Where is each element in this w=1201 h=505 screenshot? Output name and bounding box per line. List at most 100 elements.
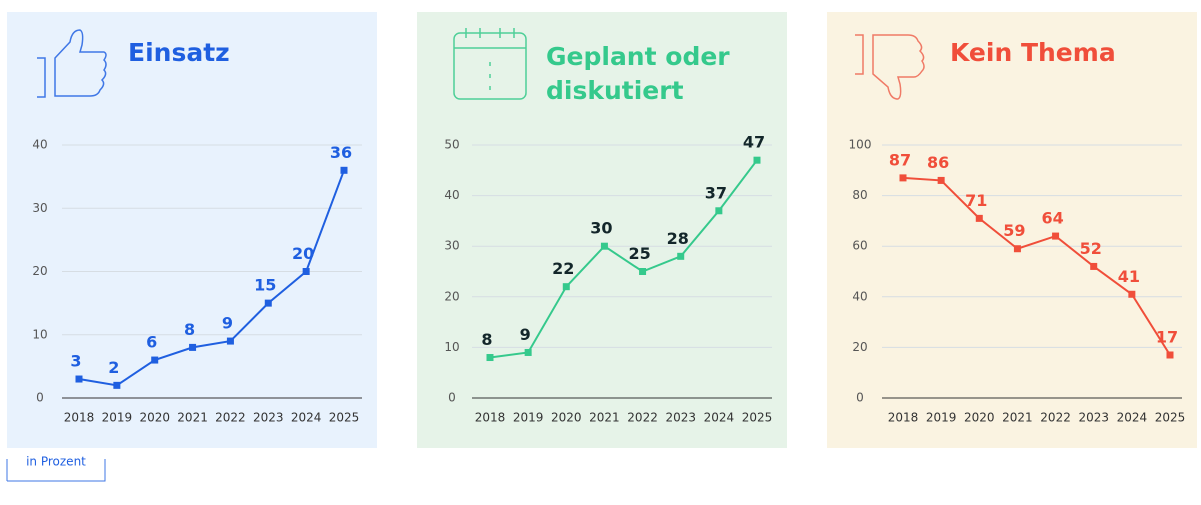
x-tick-label: 2020	[139, 411, 170, 425]
x-tick-label: 2021	[1002, 411, 1033, 425]
value-label: 17	[1156, 327, 1178, 346]
title-box: Kein Thema	[950, 38, 1116, 67]
x-tick-label: 2020	[551, 411, 582, 425]
y-tick-label: 40	[32, 138, 47, 152]
y-tick-label: 40	[444, 188, 459, 202]
line	[78, 169, 345, 387]
chart-title: Geplant oder diskutiert	[546, 42, 730, 105]
icon-calendar	[453, 28, 527, 100]
x-tick-label: 2018	[64, 411, 95, 425]
point	[264, 299, 272, 307]
point	[899, 174, 907, 182]
value-label: 71	[965, 191, 987, 210]
y-tick-label: 20	[444, 289, 459, 303]
x-tick-label: 2023	[1078, 411, 1109, 425]
point	[562, 283, 570, 291]
icon-thumbs-down	[855, 34, 925, 100]
value-label: 86	[927, 153, 949, 172]
icon-thumbs-up	[37, 29, 107, 98]
point	[226, 337, 234, 345]
value-label: 36	[330, 143, 352, 162]
x-tick-label: 2024	[704, 411, 735, 425]
point	[340, 166, 348, 174]
y-tick-label: 0	[448, 391, 456, 405]
y-tick-label: 30	[444, 239, 459, 253]
y-tick-label: 100	[849, 138, 872, 152]
value-label: 6	[146, 333, 157, 352]
chart-title: Kein Thema	[950, 38, 1116, 67]
x-tick-label: 2023	[665, 411, 696, 425]
point	[151, 356, 159, 364]
point	[1013, 245, 1021, 253]
x-tick-label: 2021	[177, 411, 208, 425]
x-tick-label: 2021	[589, 411, 620, 425]
value-label: 41	[1118, 267, 1140, 286]
title-box: Einsatz	[128, 38, 230, 67]
value-label: 87	[889, 150, 911, 169]
point	[302, 268, 310, 275]
x-tick-label: 2023	[253, 411, 284, 425]
point	[715, 207, 723, 215]
point	[524, 348, 532, 356]
point	[600, 242, 608, 250]
value-label: 25	[628, 244, 650, 263]
value-label: 9	[520, 325, 531, 344]
panel	[417, 12, 787, 448]
x-tick-label: 2025	[1155, 411, 1186, 425]
point	[189, 343, 197, 351]
note: in Prozent	[26, 455, 86, 469]
x-tick-label: 2022	[215, 411, 246, 425]
y-tick-label: 60	[852, 239, 867, 253]
point	[1128, 290, 1136, 298]
y-tick-label: 80	[852, 188, 867, 202]
x-tick-label: 2025	[742, 411, 773, 425]
value-label: 37	[705, 183, 727, 202]
value-label: 8	[184, 320, 195, 339]
point	[1052, 232, 1060, 240]
x-tick-label: 2018	[475, 411, 506, 425]
point	[639, 268, 647, 275]
y-tick-label: 0	[36, 391, 44, 405]
point	[1090, 262, 1098, 270]
value-label: 64	[1041, 209, 1063, 228]
value-label: 15	[254, 276, 276, 295]
y-tick-label: 40	[852, 289, 867, 303]
point	[753, 156, 761, 164]
value-label: 22	[552, 259, 574, 278]
point	[975, 214, 983, 222]
point	[677, 252, 685, 260]
x-tick-label: 2022	[1040, 411, 1071, 425]
value-label: 52	[1080, 239, 1102, 258]
y-tick-label: 10	[444, 340, 459, 354]
line	[489, 159, 758, 359]
value-label: 47	[743, 133, 765, 152]
x-tick-label: 2024	[291, 411, 322, 425]
x-tick-label: 2020	[964, 411, 995, 425]
x-tick-label: 2025	[329, 411, 360, 425]
point	[486, 354, 494, 362]
value-label: 59	[1003, 221, 1025, 240]
y-tick-label: 0	[856, 391, 864, 405]
value-label: 20	[292, 244, 314, 263]
y-tick-label: 10	[32, 327, 47, 341]
x-tick-label: 2024	[1117, 411, 1148, 425]
panel	[7, 12, 377, 448]
point	[1166, 351, 1174, 359]
x-tick-label: 2019	[102, 411, 133, 425]
value-label: 9	[222, 314, 233, 333]
value-label: 2	[108, 358, 119, 377]
y-tick-label: 20	[32, 264, 47, 278]
note-frame	[6, 459, 106, 482]
x-tick-label: 2022	[627, 411, 658, 425]
line	[902, 176, 1171, 356]
value-label: 28	[667, 229, 689, 248]
y-tick-label: 30	[32, 201, 47, 215]
value-label: 30	[590, 219, 612, 238]
value-label: 3	[70, 352, 81, 371]
panel	[827, 12, 1197, 448]
y-tick-label: 20	[852, 340, 867, 354]
y-tick-label: 50	[444, 138, 459, 152]
chart-title: Einsatz	[128, 38, 230, 67]
x-tick-label: 2019	[926, 411, 957, 425]
